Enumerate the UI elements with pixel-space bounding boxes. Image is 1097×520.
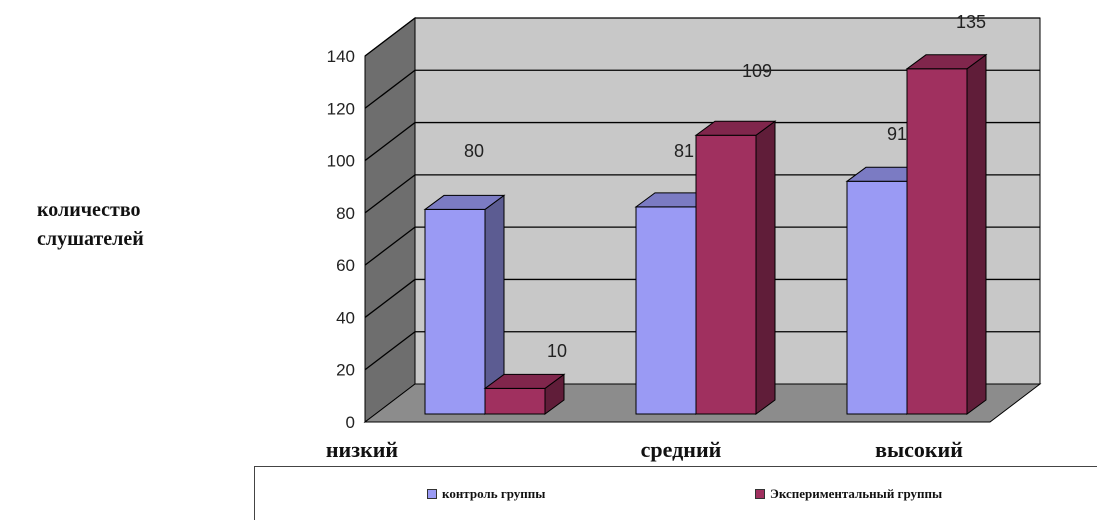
y-tick-label: 40 [336, 308, 355, 327]
gridline [364, 331, 1040, 371]
legend-label-control: контроль группы [442, 486, 546, 501]
legend-item-control: контроль группы [427, 486, 545, 502]
gridline [364, 17, 1040, 57]
legend-label-experimental: Экспериментальный группы [770, 486, 943, 501]
y-tick-label: 140 [327, 47, 355, 66]
legend-swatch-control [427, 489, 437, 499]
bar-front [906, 68, 968, 415]
data-label: 135 [956, 12, 986, 32]
gridline [364, 226, 1040, 266]
y-tick-label: 120 [327, 99, 355, 118]
gridline [364, 174, 1040, 214]
y-tick-label: 100 [327, 152, 355, 171]
data-label: 81 [674, 141, 694, 161]
x-category-label: высокий [875, 437, 963, 462]
x-category-label: средний [641, 437, 722, 462]
data-label: 109 [742, 61, 772, 81]
bar-front [635, 206, 697, 415]
gridline [364, 69, 1040, 109]
gridline [364, 121, 1040, 162]
y-tick-label: 20 [336, 361, 355, 380]
bar-front [484, 387, 546, 415]
x-category-label: низкий [326, 437, 399, 462]
bar-top [483, 373, 566, 389]
gridline [364, 278, 1040, 318]
legend-item-experimental: Экспериментальный группы [755, 486, 942, 502]
bar-front [695, 134, 757, 415]
chart-side-wall [364, 16, 416, 424]
bar-top [694, 120, 777, 136]
data-label: 91 [887, 124, 907, 144]
data-label: 10 [547, 341, 567, 361]
bar-top [423, 194, 506, 210]
bar-side [755, 120, 776, 415]
y-tick-label: 0 [346, 413, 355, 432]
bar-top [905, 54, 988, 70]
bar-front [424, 208, 486, 415]
legend-swatch-experimental [755, 489, 765, 499]
bar-front [846, 180, 908, 415]
y-tick-label: 80 [336, 204, 355, 223]
y-axis-label: количество слушателей [37, 199, 144, 250]
y-tick-label: 60 [336, 256, 355, 275]
data-label: 80 [464, 141, 484, 161]
bar-side [966, 53, 987, 415]
legend: контроль группы Экспериментальный группы [254, 466, 1097, 520]
